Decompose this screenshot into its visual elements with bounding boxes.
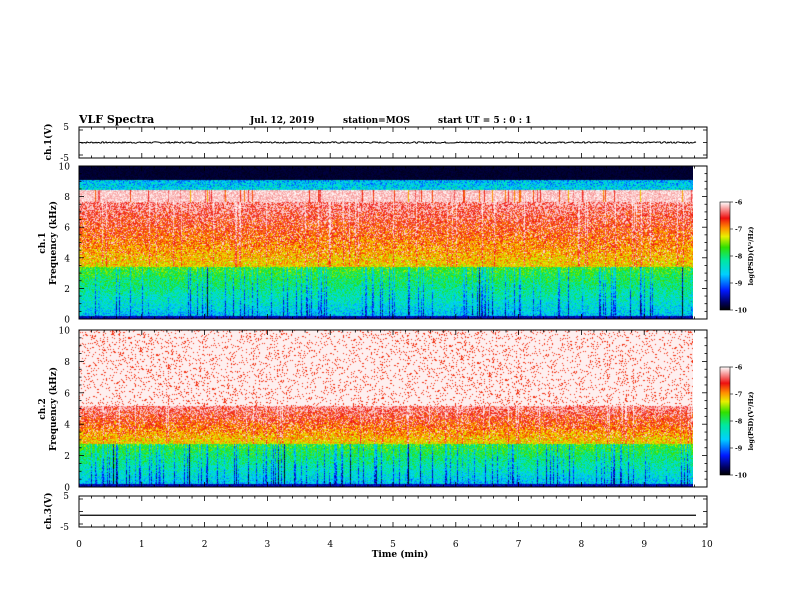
ch1-colorbar-ticks: -6 -7 -8 -9 -10 <box>730 199 747 315</box>
ch3-waveform-ticks <box>78 496 708 527</box>
x-tick-label: 7 <box>516 540 522 550</box>
ch1-spectrogram-panel: 0 2 4 6 8 10 ch.1 Frequency (kHz) <box>38 163 708 326</box>
ch2-colorbar-gradient <box>719 366 731 476</box>
y-tick-label: 0 <box>64 484 70 494</box>
colorbar-tick-label: -6 <box>735 199 743 207</box>
x-tick-label: 3 <box>265 540 271 550</box>
ch2-spectrogram-heatmap <box>79 330 693 487</box>
x-tick-label: 0 <box>76 540 82 550</box>
ch2-spectrogram-ticks <box>78 329 708 488</box>
colorbar-tick-label: -10 <box>735 472 747 480</box>
y-tick-label: 2 <box>64 285 70 295</box>
y-tick-label: 6 <box>64 224 70 234</box>
ch2-colorbar-ticks: -6 -7 -8 -9 -10 <box>730 364 747 480</box>
ch1-colorbar-gradient <box>719 201 731 311</box>
x-tick-label: 8 <box>579 540 585 550</box>
ch3-waveform-ylabel: ch.3(V) <box>43 493 54 530</box>
x-tick-label: 4 <box>327 540 333 550</box>
start-time-label: start UT = 5 : 0 : 1 <box>438 116 531 126</box>
y-tick-label: 10 <box>59 327 71 337</box>
ch2-spectrogram-panel: 0 2 4 6 8 10 ch.2 Frequency (kHz) <box>38 327 708 494</box>
colorbar-tick-label: -9 <box>735 280 743 288</box>
ch1-spectrogram-heatmap <box>79 166 693 319</box>
ch2-colorbar-label: log(PSD)(V²/Hz) <box>747 392 755 451</box>
x-tick-label: 10 <box>701 540 713 550</box>
y-tick-label: 8 <box>64 358 70 368</box>
ch1-waveform-line <box>79 140 697 144</box>
ch1-waveform-ticks <box>78 127 708 158</box>
y-tick-label: 4 <box>64 421 70 431</box>
colorbar-tick-label: -9 <box>735 445 743 453</box>
ch2-spectrogram-ylabel-frequency: Frequency (kHz) <box>48 367 59 451</box>
ch2-spectrogram-ytick-labels: 0 2 4 6 8 10 <box>59 327 71 494</box>
ch1-spectrogram-ylabel-channel: ch.1 <box>38 232 48 253</box>
y-tick-label: 4 <box>64 254 70 264</box>
ch2-colorbar: -6 -7 -8 -9 -10 log(PSD)(V²/Hz) <box>719 364 755 480</box>
y-tick-label: 0 <box>64 316 70 326</box>
ch1-colorbar: -6 -7 -8 -9 -10 log(PSD)(V²/Hz) <box>719 199 755 315</box>
colorbar-tick-label: -8 <box>735 418 743 426</box>
time-axis-label: Time (min) <box>372 549 429 560</box>
x-tick-label: 9 <box>641 540 647 550</box>
x-tick-label: 1 <box>139 540 145 550</box>
colorbar-tick-label: -6 <box>735 364 743 372</box>
ch1-colorbar-label: log(PSD)(V²/Hz) <box>747 227 755 286</box>
colorbar-tick-label: -7 <box>735 391 742 399</box>
date-label: Jul. 12, 2019 <box>249 116 314 126</box>
y-tick-label: 2 <box>64 452 70 462</box>
colorbar-tick-label: -8 <box>735 253 743 261</box>
x-tick-label: 5 <box>390 540 396 550</box>
ch2-spectrogram-ylabel-channel: ch.2 <box>38 398 48 419</box>
time-axis-tick-labels: 0 1 2 3 4 5 6 7 8 9 10 <box>76 540 713 550</box>
y-tick-label: 6 <box>64 389 70 399</box>
ch1-waveform-ylabel: ch.1(V) <box>43 124 54 161</box>
station-label: station=MOS <box>343 116 410 126</box>
y-tick-label: 8 <box>64 193 70 203</box>
ch1-spectrogram-ticks <box>78 165 708 320</box>
ch1-waveform-panel: 5 -5 ch.1(V) <box>43 123 708 164</box>
ch1-ytick-top: 5 <box>63 123 69 133</box>
ch3-waveform-panel: 5 -5 ch.3(V) <box>43 492 708 533</box>
ch1-ytick-bottom: -5 <box>60 154 69 164</box>
ch3-ytick-top: 5 <box>63 492 69 502</box>
figure-title: VLF Spectra <box>78 113 154 126</box>
x-tick-label: 2 <box>202 540 208 550</box>
ch1-spectrogram-ytick-labels: 0 2 4 6 8 10 <box>59 163 71 326</box>
y-tick-label: 10 <box>59 163 71 173</box>
colorbar-tick-label: -7 <box>735 226 742 234</box>
ch3-ytick-bottom: -5 <box>60 523 69 533</box>
x-tick-label: 6 <box>453 540 459 550</box>
ch1-spectrogram-ylabel-frequency: Frequency (kHz) <box>48 201 59 285</box>
colorbar-tick-label: -10 <box>735 307 747 315</box>
